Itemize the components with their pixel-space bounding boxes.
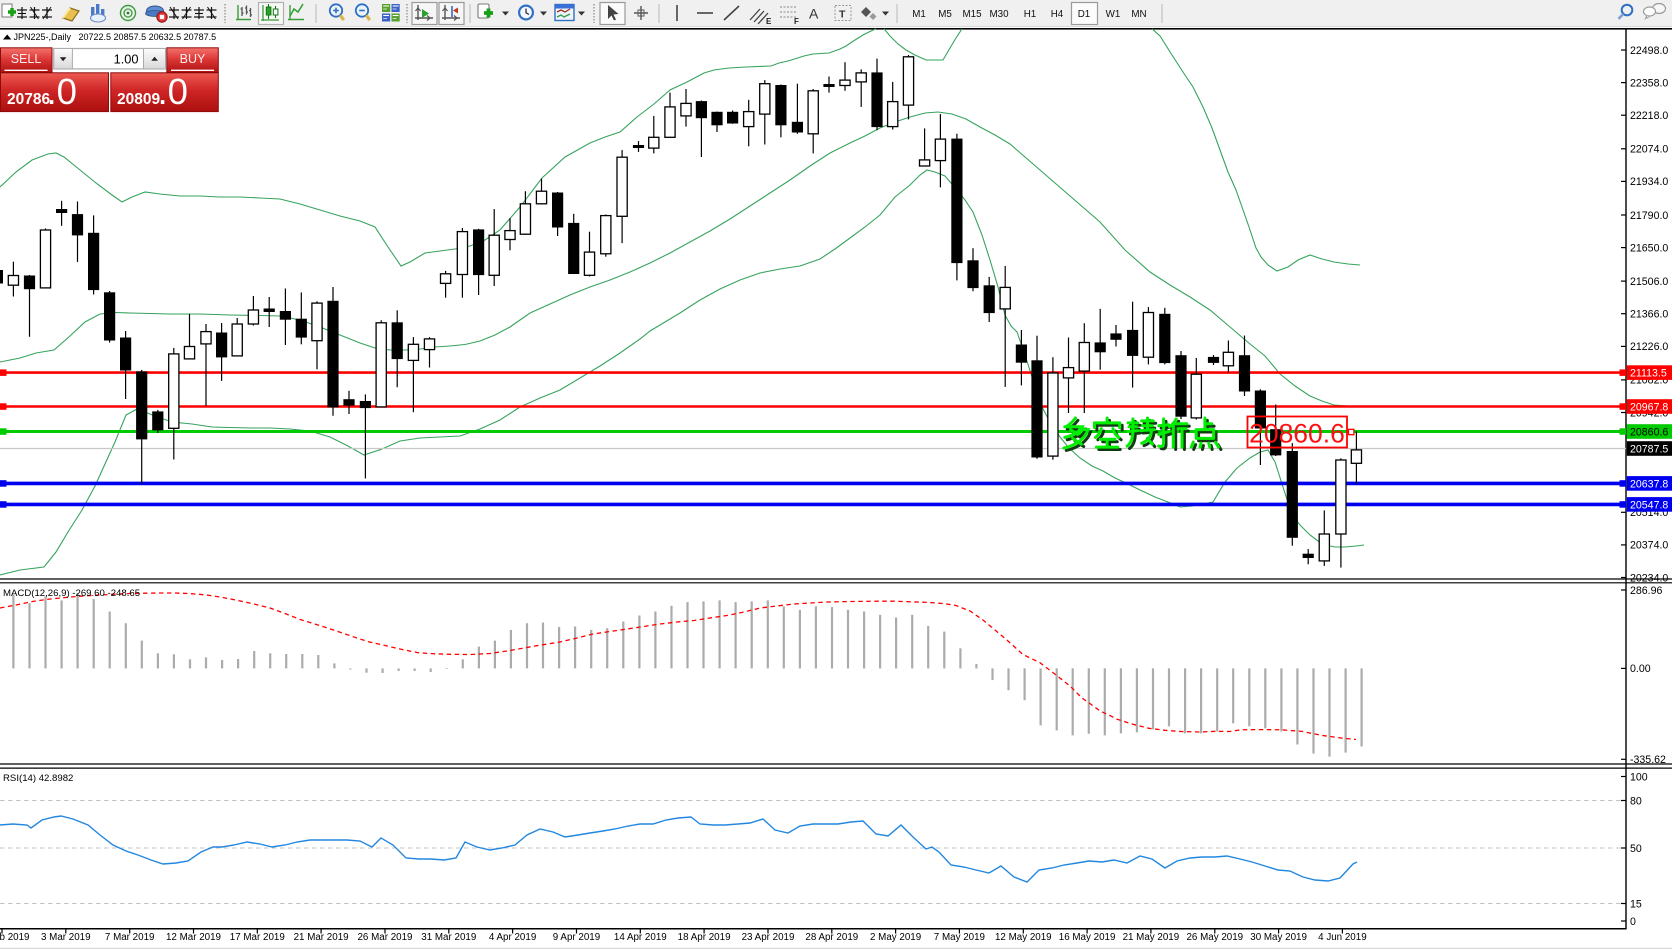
svg-text:.0: .0	[158, 71, 188, 112]
svg-text:21113.5: 21113.5	[1630, 368, 1667, 380]
svg-text:T: T	[839, 9, 846, 21]
svg-text:A: A	[809, 6, 819, 22]
svg-text:4 Apr 2019: 4 Apr 2019	[489, 932, 536, 943]
svg-text:20809: 20809	[117, 91, 160, 108]
svg-text:12 Mar 2019: 12 Mar 2019	[166, 932, 221, 943]
svg-text:20967.8: 20967.8	[1630, 401, 1668, 413]
svg-text:26 Feb 2019: 26 Feb 2019	[0, 932, 30, 943]
svg-text:2 May 2019: 2 May 2019	[870, 932, 921, 943]
svg-text:20547.8: 20547.8	[1630, 499, 1668, 511]
svg-text:20786: 20786	[7, 91, 50, 108]
svg-text:3 Mar 2019: 3 Mar 2019	[41, 932, 91, 943]
svg-text:28 Apr 2019: 28 Apr 2019	[805, 932, 858, 943]
svg-text:W1: W1	[1106, 9, 1121, 20]
svg-text:20234.0: 20234.0	[1630, 572, 1668, 584]
svg-text:21 May 2019: 21 May 2019	[1123, 932, 1180, 943]
svg-text:-335.62: -335.62	[1630, 754, 1666, 766]
svg-text:MN: MN	[1131, 9, 1146, 20]
svg-text:20637.8: 20637.8	[1630, 478, 1668, 490]
svg-text:286.96: 286.96	[1630, 585, 1663, 597]
svg-text:26 May 2019: 26 May 2019	[1186, 932, 1243, 943]
svg-text:21934.0: 21934.0	[1630, 176, 1668, 188]
svg-text:50: 50	[1630, 843, 1642, 855]
svg-text:1.00: 1.00	[114, 51, 139, 66]
svg-text:22218.0: 22218.0	[1630, 110, 1668, 122]
svg-text:21 Mar 2019: 21 Mar 2019	[294, 932, 349, 943]
svg-text:26 Mar 2019: 26 Mar 2019	[357, 932, 412, 943]
svg-text:7 May 2019: 7 May 2019	[934, 932, 985, 943]
svg-text:H1: H1	[1024, 9, 1037, 20]
svg-text:20374.0: 20374.0	[1630, 540, 1668, 552]
svg-text:21650.0: 21650.0	[1630, 242, 1668, 254]
svg-text:MACD(12,26,9) -269.60 -248.65: MACD(12,26,9) -269.60 -248.65	[3, 588, 140, 599]
svg-text:23 Apr 2019: 23 Apr 2019	[742, 932, 795, 943]
svg-text:22074.0: 22074.0	[1630, 144, 1668, 156]
svg-text:SELL: SELL	[11, 52, 42, 66]
svg-text:16 May 2019: 16 May 2019	[1059, 932, 1116, 943]
svg-text:20860.6: 20860.6	[1630, 426, 1668, 438]
svg-text:21366.0: 21366.0	[1630, 309, 1668, 321]
svg-text:18 Apr 2019: 18 Apr 2019	[678, 932, 731, 943]
svg-text:9 Apr 2019: 9 Apr 2019	[553, 932, 600, 943]
svg-text:22498.0: 22498.0	[1630, 45, 1668, 57]
svg-text:20860.6: 20860.6	[1249, 419, 1345, 449]
svg-text:E: E	[766, 17, 772, 26]
svg-text:20787.5: 20787.5	[1630, 443, 1668, 455]
svg-text:15: 15	[1630, 898, 1642, 910]
svg-text:21506.0: 21506.0	[1630, 276, 1668, 288]
svg-text:.0: .0	[47, 71, 77, 112]
svg-text:22358.0: 22358.0	[1630, 77, 1668, 89]
svg-text:F: F	[794, 17, 799, 26]
svg-text:M30: M30	[989, 9, 1009, 20]
svg-text:BUY: BUY	[180, 52, 206, 66]
svg-text:D1: D1	[1078, 9, 1091, 20]
svg-text:0.00: 0.00	[1630, 663, 1651, 675]
svg-text:H4: H4	[1051, 9, 1064, 20]
svg-text:30 May 2019: 30 May 2019	[1250, 932, 1307, 943]
svg-text:14 Apr 2019: 14 Apr 2019	[614, 932, 667, 943]
svg-text:80: 80	[1630, 795, 1642, 807]
svg-text:7 Mar 2019: 7 Mar 2019	[105, 932, 155, 943]
svg-text:31 Mar 2019: 31 Mar 2019	[421, 932, 476, 943]
svg-text:12 May 2019: 12 May 2019	[995, 932, 1052, 943]
svg-text:21226.0: 21226.0	[1630, 341, 1668, 353]
svg-text:RSI(14) 42.8982: RSI(14) 42.8982	[3, 773, 73, 784]
svg-text:21790.0: 21790.0	[1630, 210, 1668, 222]
svg-text:17 Mar 2019: 17 Mar 2019	[230, 932, 285, 943]
svg-text:JPN225-,Daily 20722.5 20857.: JPN225-,Daily 20722.5 20857.5 20632.5 20…	[14, 32, 217, 42]
svg-text:M15: M15	[962, 9, 982, 20]
svg-text:M5: M5	[938, 9, 952, 20]
svg-text:M1: M1	[912, 9, 926, 20]
svg-text:100: 100	[1630, 771, 1648, 783]
svg-text:4 Jun 2019: 4 Jun 2019	[1318, 932, 1366, 943]
svg-text:0: 0	[1630, 916, 1636, 928]
